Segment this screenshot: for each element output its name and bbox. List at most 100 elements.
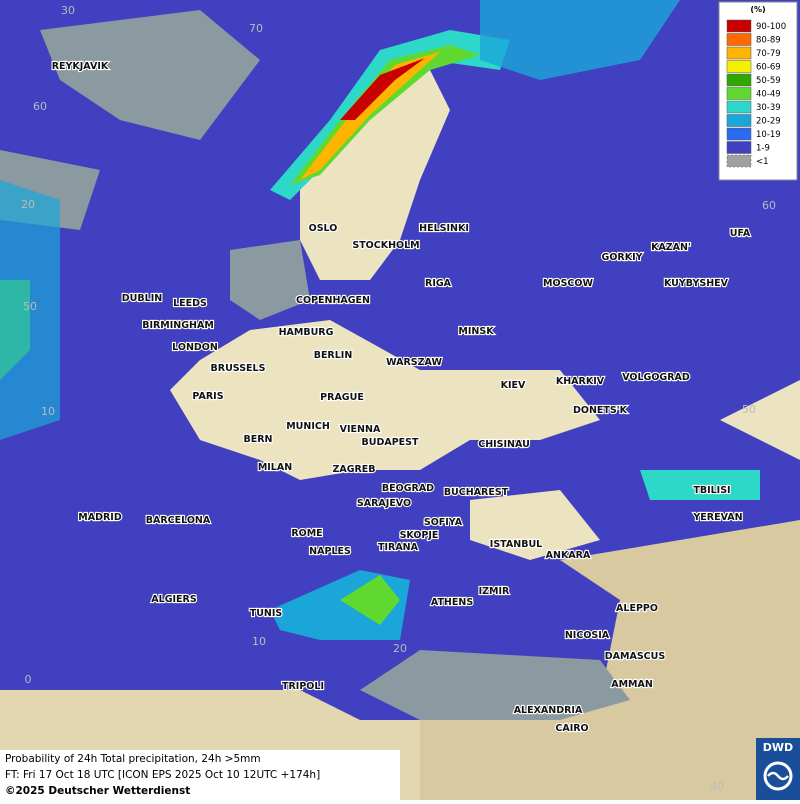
grid-label: 70: [249, 22, 263, 35]
city-label: SOFIYA: [424, 517, 463, 528]
city-label: TRIPOLI: [282, 681, 324, 692]
city-label: DAMASCUS: [605, 651, 666, 662]
grid-label: 30: [61, 4, 75, 17]
city-label: BARCELONA: [146, 515, 211, 526]
city-label: TIRANA: [378, 542, 419, 553]
city-label: GORKIY: [602, 252, 643, 263]
city-label: ANKARA: [546, 550, 591, 561]
footer-box: [0, 750, 400, 800]
city-label: MUNICH: [286, 421, 330, 432]
legend-swatch: [726, 46, 752, 60]
legend-swatch: [726, 100, 752, 114]
city-label: ALEPPO: [616, 603, 658, 614]
legend-swatch: [726, 114, 752, 127]
grid-labels: 30 70 60 20 50 10 0 10 20 40 50 60: [21, 4, 776, 793]
legend-swatch: [726, 127, 752, 141]
city-label: REYKJAVIK: [52, 61, 109, 72]
no-rain-area: [0, 10, 630, 720]
grid-label: 60: [762, 199, 776, 212]
city-label: TUNIS: [250, 608, 283, 619]
legend: (%) 90-100 80-89 70-79 60-69 50-59 40-49 30-39…: [718, 1, 798, 181]
city-label: KHARKIV: [556, 376, 605, 387]
city-label: COPENHAGEN: [296, 295, 370, 306]
city-label: CAIRO: [555, 723, 588, 734]
city-label: DUBLIN: [122, 293, 162, 304]
grid-label: 20: [21, 198, 35, 211]
city-label: WARSZAW: [386, 357, 442, 368]
city-label: BUCHAREST: [444, 487, 509, 498]
city-label: UFA: [730, 228, 751, 239]
city-label: KIEV: [501, 380, 526, 391]
legend-label: 40-49: [756, 90, 781, 100]
city-label: VIENNA: [340, 424, 381, 435]
grid-label: 50: [23, 300, 37, 313]
legend-label: 1-9: [756, 144, 770, 154]
footer-line: ©2025 Deutscher Wetterdienst: [5, 785, 190, 797]
legend-swatch: [726, 19, 752, 33]
city-label: PARIS: [192, 391, 223, 402]
city-label: BERLIN: [314, 350, 353, 361]
legend-swatch: [726, 141, 752, 154]
city-label: NICOSIA: [565, 630, 610, 641]
city-label: MOSCOW: [543, 278, 593, 289]
city-label: SKOPJE: [400, 530, 439, 541]
city-label: OSLO: [309, 223, 338, 234]
footer-line: Probability of 24h Total precipitation, …: [5, 753, 261, 765]
city-label: BEOGRAD: [382, 483, 434, 494]
city-label: TBILISI: [693, 485, 730, 496]
city-label: STOCKHOLM: [352, 240, 419, 251]
legend-label: 60-69: [756, 63, 781, 73]
logo-wave: [767, 771, 789, 781]
city-label: CHISINAU: [478, 439, 530, 450]
legend-swatch: [726, 73, 752, 87]
footer-line: FT: Fri 17 Oct 18 UTC [ICON EPS 2025 Oct…: [5, 769, 320, 781]
city-label: HAMBURG: [279, 327, 334, 338]
grid-label: 50: [742, 403, 756, 416]
legend-swatch: [726, 87, 752, 100]
city-label: SARAJEVO: [357, 498, 411, 509]
city-label: ROME: [291, 528, 322, 539]
city-label: MILAN: [258, 462, 292, 473]
grid-label: 20: [393, 642, 407, 655]
legend-label: 30-39: [756, 103, 781, 113]
city-label: BUDAPEST: [362, 437, 419, 448]
legend-label: <1: [756, 157, 769, 167]
city-label: ISTANBUL: [490, 539, 542, 550]
legend-label: 90-100: [756, 22, 786, 32]
city-label: MINSK: [458, 326, 494, 337]
city-label: KUYBYSHEV: [664, 278, 729, 289]
city-label: ALEXANDRIA: [514, 705, 583, 716]
city-label: DONETS'K: [573, 405, 628, 416]
city-label: LEEDS: [173, 298, 207, 309]
legend-label: 50-59: [756, 76, 781, 86]
city-label: NAPLES: [309, 546, 351, 557]
city-label: YEREVAN: [692, 512, 742, 523]
city-label: LONDON: [172, 342, 218, 353]
city-label: AMMAN: [611, 679, 653, 690]
precip-bands: [0, 0, 760, 640]
city-label: ATHENS: [431, 597, 473, 608]
grid-label: 10: [41, 405, 55, 418]
grid-label: 0: [25, 673, 32, 686]
city-label: KAZAN': [651, 242, 691, 253]
logo-text: DWD: [763, 741, 793, 754]
grid-label: 60: [33, 100, 47, 113]
city-label: HELSINKI: [419, 223, 469, 234]
legend-swatch: [726, 154, 752, 168]
city-label: MADRID: [78, 512, 122, 523]
grid-label: 40: [710, 780, 724, 793]
legend-swatch: [726, 33, 752, 46]
legend-title: (%): [750, 5, 765, 14]
city-label: ZAGREB: [332, 464, 375, 475]
city-label: RIGA: [425, 278, 452, 289]
city-label: VOLGOGRAD: [622, 372, 690, 383]
legend-label: 80-89: [756, 36, 781, 46]
city-label: IZMIR: [479, 586, 510, 597]
city-label: BIRMINGHAM: [142, 320, 214, 331]
city-label: ALGIERS: [151, 594, 197, 605]
city-label: PRAGUE: [320, 392, 364, 403]
legend-label: 10-19: [756, 130, 781, 140]
legend-label: 20-29: [756, 117, 781, 127]
